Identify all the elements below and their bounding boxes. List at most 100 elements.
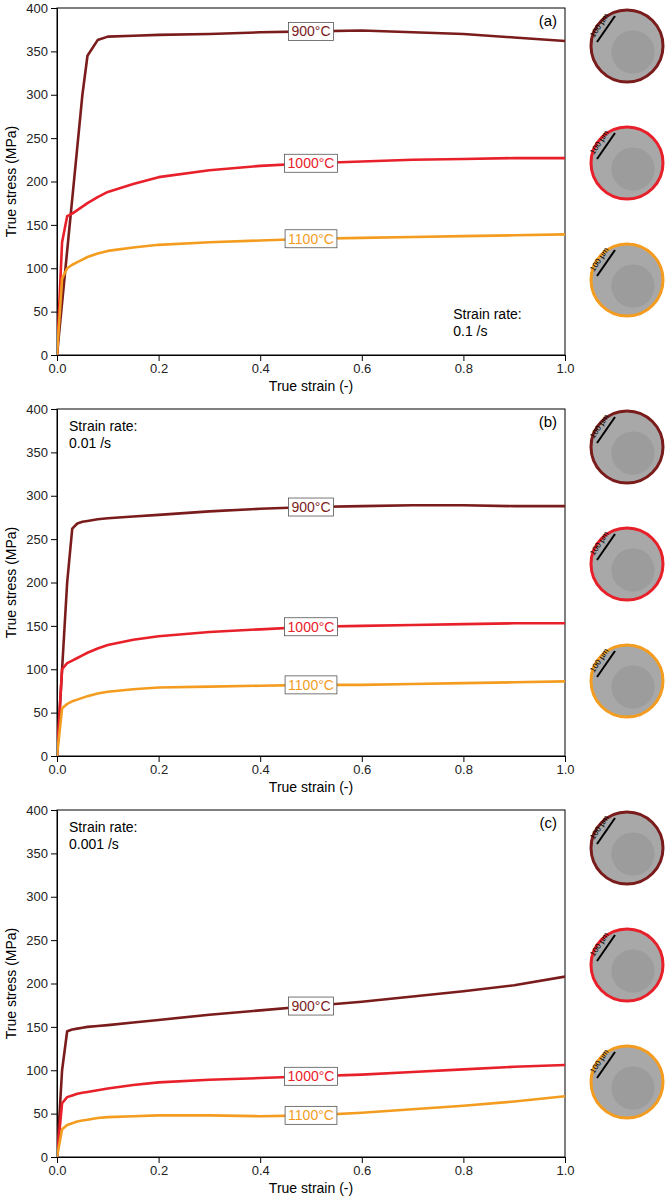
y-tick: 50 [34, 705, 57, 720]
y-tick-label: 300 [26, 889, 48, 904]
panel: 0.00.20.40.60.81.00501001502002503003504… [3, 1, 663, 394]
x-axis-title: True strain (-) [269, 1180, 353, 1196]
annotation: Strain rate:0.1 /s [453, 306, 521, 339]
y-axis: 050100150200250300350400 [26, 803, 57, 1165]
y-tick-label: 150 [26, 1020, 48, 1035]
series-label-box [285, 676, 337, 694]
y-tick-label: 200 [26, 575, 48, 590]
y-tick-label: 0 [41, 348, 48, 363]
micrograph: 100 µm [588, 528, 663, 600]
y-tick-mark [51, 51, 57, 52]
lines [57, 977, 565, 1157]
y-tick-mark [51, 355, 57, 356]
x-tick-label: 0.6 [353, 361, 371, 376]
y-tick-label: 50 [34, 705, 48, 720]
y-tick-label: 350 [26, 846, 48, 861]
y-tick-label: 100 [26, 1063, 48, 1078]
y-tick-mark [51, 539, 57, 540]
y-tick-mark [51, 1157, 57, 1158]
x-tick-mark [260, 1157, 261, 1163]
figure: 0.00.20.40.60.81.00501001502002503003504… [0, 0, 670, 1203]
y-tick: 300 [26, 488, 57, 503]
y-tick-label: 50 [34, 1106, 48, 1121]
y-tick-mark [51, 897, 57, 898]
series-label-text: 1100°C [288, 1107, 334, 1123]
y-tick-mark [51, 669, 57, 670]
series-labels: 900°C1000°C1100°C [285, 997, 338, 1124]
y-tick-label: 400 [26, 1, 48, 16]
annotation-text: Strain rate: [69, 418, 137, 434]
x-tick: 0.0 [48, 1157, 66, 1178]
y-tick-mark [51, 756, 57, 757]
x-tick-label: 1.0 [556, 361, 574, 376]
series-label-box [285, 618, 338, 636]
y-tick: 100 [26, 662, 57, 677]
micrograph: 100 µm [588, 411, 663, 483]
y-axis: 050100150200250300350400 [26, 402, 57, 764]
y-tick: 350 [26, 846, 57, 861]
scale-label: 100 µm [588, 12, 611, 40]
series-line [57, 977, 565, 1157]
y-tick: 250 [26, 933, 57, 948]
x-tick-mark [565, 1157, 566, 1163]
series-labels: 900°C 1000°C 1100°C [285, 22, 338, 247]
y-tick-mark [51, 940, 57, 941]
series-label: 1100°C [285, 230, 337, 248]
x-tick-mark [57, 1157, 58, 1163]
y-tick: 400 [26, 402, 57, 417]
series-label: 1000°C [285, 618, 338, 636]
scale-label: 100 µm [588, 246, 611, 274]
x-tick: 0.8 [455, 756, 473, 777]
x-tick: 1.0 [556, 355, 574, 376]
y-tick-label: 250 [26, 131, 48, 146]
series-label-text: 1000°C [288, 155, 335, 171]
x-axis: 0.00.20.40.60.81.0 [48, 355, 574, 376]
y-tick-mark [51, 95, 57, 96]
micrograph-shade [611, 264, 654, 307]
y-tick: 150 [26, 1020, 57, 1035]
series-label-box [285, 154, 338, 172]
x-axis: 0.00.20.40.60.81.0 [48, 756, 574, 777]
y-axis-title: True stress (MPa) [3, 527, 19, 639]
y-tick-mark [51, 225, 57, 226]
y-tick-label: 300 [26, 488, 48, 503]
x-tick-label: 0.4 [252, 1163, 270, 1178]
y-tick-mark [51, 182, 57, 183]
x-tick-label: 0.0 [48, 361, 66, 376]
y-axis: 050100150200250300350400 [26, 1, 57, 363]
y-tick: 100 [26, 1063, 57, 1078]
x-tick: 0.6 [353, 355, 371, 376]
y-tick-mark [51, 452, 57, 453]
x-tick: 1.0 [556, 1157, 574, 1178]
series-label-box [285, 1106, 337, 1124]
x-tick-label: 0.0 [48, 1163, 66, 1178]
y-tick-label: 400 [26, 402, 48, 417]
series-label-box [285, 1067, 338, 1085]
x-tick-mark [463, 1157, 464, 1163]
x-tick: 0.8 [455, 355, 473, 376]
series-label-text: 900°C [291, 23, 330, 39]
y-axis-title: True stress (MPa) [3, 126, 19, 238]
y-tick-label: 250 [26, 532, 48, 547]
x-tick-mark [362, 355, 363, 361]
series-line [57, 158, 565, 355]
annotation-text: 0.001 /s [69, 836, 119, 852]
panel: 0.00.20.40.60.81.00501001502002503003504… [3, 803, 663, 1196]
x-tick-label: 1.0 [556, 1163, 574, 1178]
y-tick-label: 350 [26, 445, 48, 460]
y-tick-label: 150 [26, 619, 48, 634]
y-tick: 250 [26, 131, 57, 146]
panel-label: (a) [539, 12, 557, 29]
y-tick-mark [51, 8, 57, 9]
micrograph-shade [611, 949, 654, 992]
series-label-text: 900°C [291, 499, 330, 515]
y-tick: 400 [26, 1, 57, 16]
plot-frame [57, 8, 565, 355]
x-tick-label: 0.4 [252, 361, 270, 376]
x-tick-label: 1.0 [556, 762, 574, 777]
x-tick: 0.4 [252, 1157, 270, 1178]
y-tick-label: 250 [26, 933, 48, 948]
y-tick: 200 [26, 575, 57, 590]
y-tick-mark [51, 138, 57, 139]
x-tick: 0.8 [455, 1157, 473, 1178]
